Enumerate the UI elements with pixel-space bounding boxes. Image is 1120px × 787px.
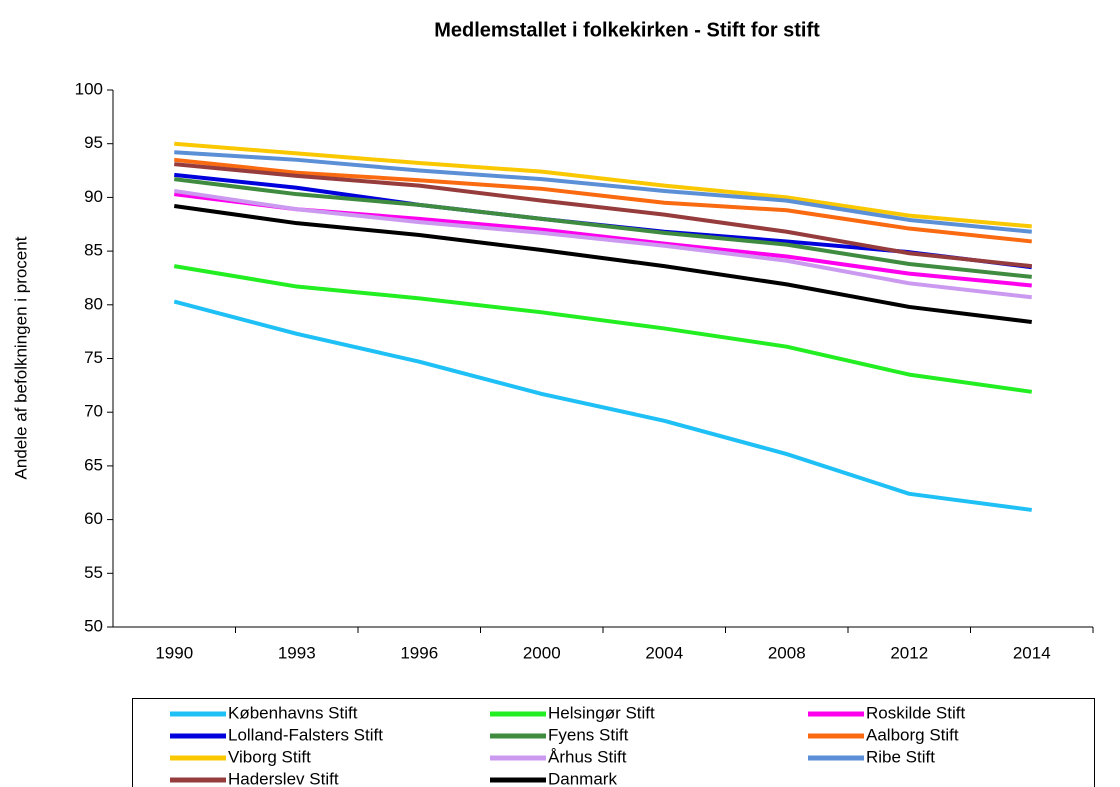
legend-label: Lolland-Falsters Stift [228, 725, 383, 744]
legend-label: Helsingør Stift [548, 703, 655, 722]
chart-title: Medlemstallet i folkekirken - Stift for … [434, 19, 820, 41]
y-tick-label: 65 [84, 455, 103, 474]
y-tick-label: 50 [84, 616, 103, 635]
x-tick-label: 2004 [645, 643, 683, 662]
legend-label: Ribe Stift [866, 747, 935, 766]
legend-box [132, 698, 1095, 787]
y-tick-label: 100 [75, 79, 103, 98]
y-axis-label: Andele af befolkningen i procent [11, 236, 30, 479]
series-line [174, 141, 1032, 229]
y-tick-label: 75 [84, 348, 103, 367]
legend-label: Fyens Stift [548, 725, 629, 744]
series-line [173, 188, 1032, 300]
x-tick-label: 1990 [155, 643, 193, 662]
legend-label: Haderslev Stift [228, 769, 339, 787]
legend-label: Viborg Stift [228, 747, 311, 766]
series-line [174, 157, 1032, 244]
series-line [173, 299, 1033, 512]
legend-label: Københavns Stift [228, 703, 358, 722]
y-tick-label: 90 [84, 187, 103, 206]
legend-label: Århus Stift [548, 747, 627, 766]
x-tick-label: 2008 [768, 643, 806, 662]
legend-label: Aalborg Stift [866, 725, 959, 744]
legend-label: Danmark [548, 769, 617, 787]
x-tick-label: 1993 [278, 643, 316, 662]
y-tick-label: 55 [84, 563, 103, 582]
x-tick-label: 1996 [400, 643, 438, 662]
series-line [173, 264, 1033, 394]
y-tick-label: 95 [84, 133, 103, 152]
legend-label: Roskilde Stift [866, 703, 965, 722]
x-tick-label: 2014 [1013, 643, 1051, 662]
x-tick-label: 2000 [523, 643, 561, 662]
series-line [173, 204, 1032, 324]
y-tick-label: 85 [84, 241, 103, 260]
series-line [174, 162, 1032, 269]
y-tick-label: 60 [84, 509, 103, 528]
series-line [174, 150, 1032, 234]
series-line [174, 177, 1032, 279]
y-tick-label: 70 [84, 402, 103, 421]
y-tick-label: 80 [84, 294, 103, 313]
x-tick-label: 2012 [890, 643, 928, 662]
